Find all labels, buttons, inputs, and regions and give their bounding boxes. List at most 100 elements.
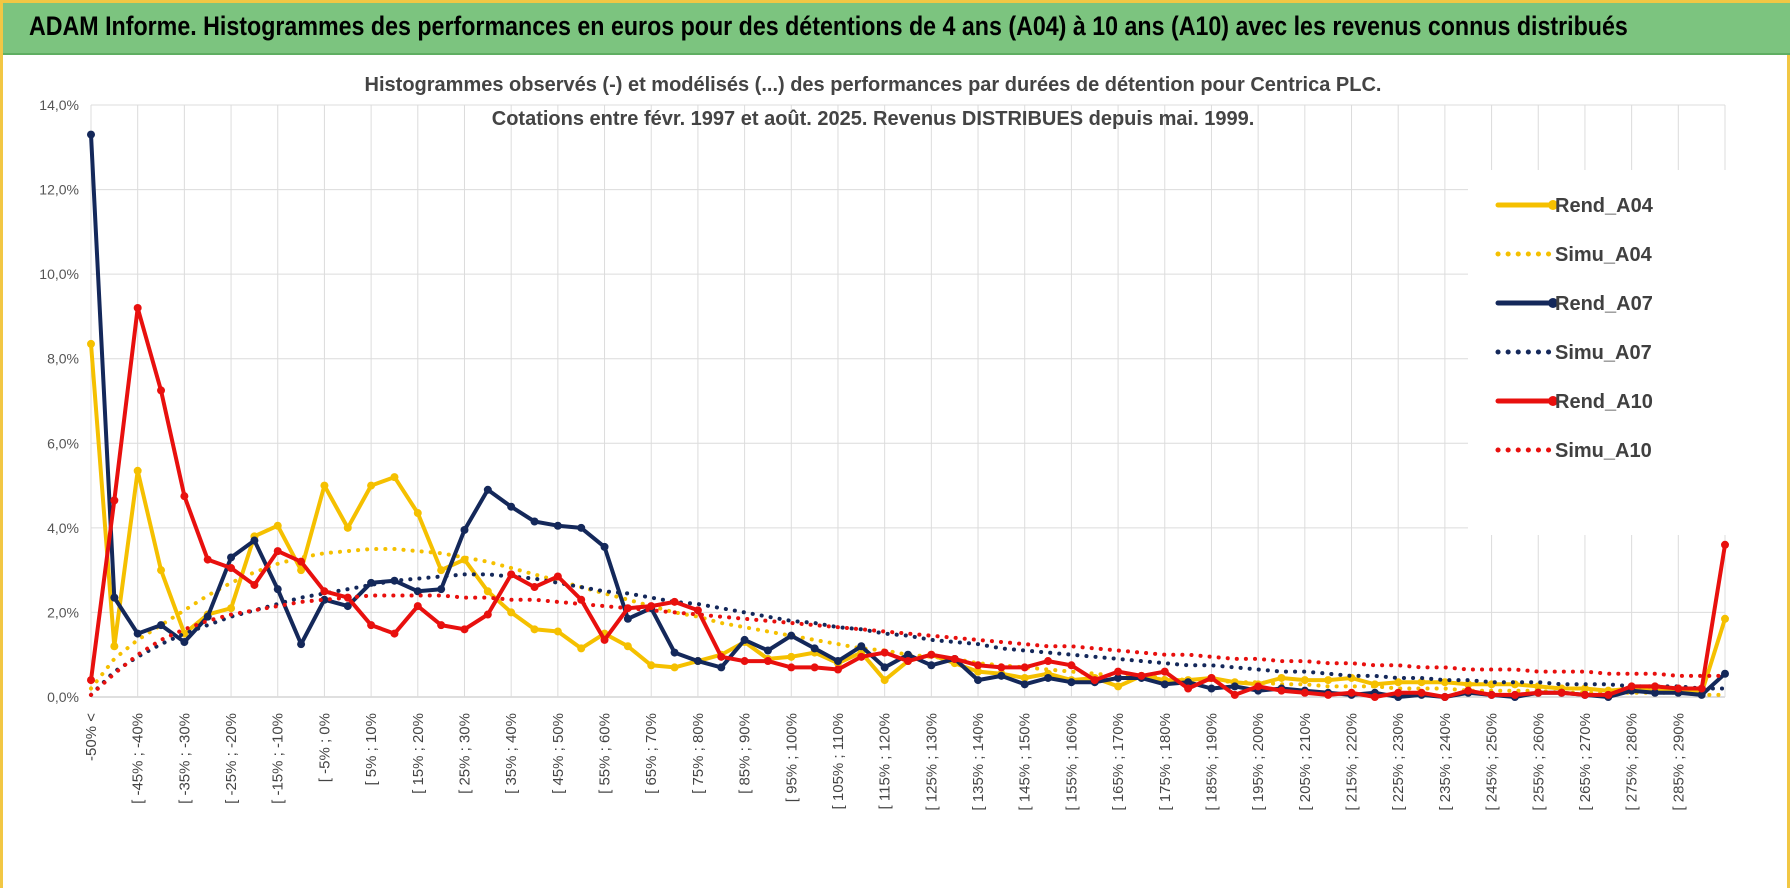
data-point	[717, 652, 726, 661]
data-point	[1020, 680, 1029, 689]
x-tick-label: [ 155% ; 160%	[1063, 713, 1080, 811]
legend-marker	[1548, 200, 1558, 210]
report-title: ADAM Informe. Histogrammes des performan…	[29, 11, 1628, 41]
legend-item-simu-a10[interactable]: Simu_A10	[1495, 440, 1652, 462]
data-point	[670, 648, 679, 657]
y-tick-label: 14,0%	[39, 97, 79, 113]
x-tick-label: [ 275% ; 280%	[1624, 713, 1641, 811]
data-point	[1067, 678, 1076, 687]
data-point	[717, 663, 726, 672]
data-point	[857, 642, 866, 651]
y-tick-label: 2,0%	[47, 604, 79, 620]
data-point	[1721, 614, 1729, 623]
data-point	[904, 650, 912, 659]
data-point	[343, 602, 352, 611]
legend-item-rend-a07[interactable]: Rend_A07	[1495, 293, 1653, 315]
x-tick-label: [ 285% ; 290%	[1670, 713, 1687, 811]
data-point	[927, 650, 936, 659]
data-point	[1160, 680, 1169, 689]
data-point	[87, 130, 95, 139]
data-point	[1394, 688, 1403, 697]
data-point	[1254, 682, 1263, 691]
data-point	[787, 652, 796, 661]
y-tick-label: 8,0%	[47, 351, 79, 367]
data-point	[273, 585, 282, 594]
data-point	[623, 642, 632, 651]
data-point	[810, 644, 819, 653]
data-point	[1440, 678, 1449, 687]
data-point	[437, 621, 446, 630]
data-point	[1300, 688, 1309, 697]
data-point	[1604, 690, 1613, 699]
legend-item-rend-a04[interactable]: Rend_A04	[1495, 195, 1654, 217]
data-point	[227, 553, 236, 562]
data-point	[530, 583, 539, 592]
data-point	[227, 604, 236, 613]
legend-item-rend-a10[interactable]: Rend_A10	[1495, 391, 1653, 413]
data-point	[1044, 673, 1053, 682]
data-point	[250, 580, 259, 589]
data-point	[763, 657, 772, 666]
data-point	[1464, 686, 1473, 695]
x-tick-label: -50% <	[83, 713, 100, 761]
x-tick-label: [ 245% ; 250%	[1484, 713, 1501, 811]
data-point	[787, 631, 796, 640]
x-tick-label: [ 55% ; 60%	[597, 713, 614, 794]
data-point	[1721, 540, 1729, 549]
data-point	[460, 625, 469, 634]
data-point	[553, 521, 562, 530]
data-point	[1114, 682, 1123, 691]
data-point	[553, 627, 562, 636]
x-tick-label: [ -15% ; -10%	[270, 713, 287, 804]
data-point	[1324, 676, 1333, 685]
data-point	[483, 485, 492, 494]
data-point	[367, 621, 376, 630]
data-point	[1277, 673, 1286, 682]
data-point	[413, 587, 422, 596]
legend[interactable]: Rend_A04 Simu_A04 Rend_A07 Simu_A07 Rend_A10…	[1495, 195, 1654, 462]
report-banner: ADAM Informe. Histogrammes des performan…	[3, 3, 1790, 55]
data-point	[413, 602, 422, 611]
data-point	[1370, 693, 1379, 701]
data-point	[507, 502, 516, 511]
data-point	[1090, 676, 1099, 685]
data-point	[320, 595, 329, 604]
x-tick-label: [ -25% ; -20%	[223, 713, 240, 804]
legend-label: Simu_A07	[1555, 342, 1652, 364]
data-point	[250, 536, 259, 545]
data-point	[227, 564, 236, 573]
x-tick-label: [ 25% ; 30%	[456, 713, 473, 794]
data-point	[904, 657, 912, 666]
x-tick-label: [ 95% ; 100%	[783, 713, 800, 802]
data-point	[1534, 682, 1543, 691]
data-point	[974, 676, 983, 685]
data-point	[1464, 680, 1473, 689]
data-point	[1534, 688, 1543, 697]
x-tick-label: [ 5% ; 10%	[363, 713, 380, 786]
data-point	[297, 566, 306, 575]
data-point	[110, 593, 119, 602]
data-point	[157, 386, 166, 395]
legend-item-simu-a07[interactable]: Simu_A07	[1495, 342, 1652, 364]
data-point	[1580, 684, 1589, 693]
data-point	[1324, 690, 1333, 699]
x-tick-label: [ 175% ; 180%	[1157, 713, 1174, 811]
data-point	[857, 652, 866, 661]
x-tick-label: [ 15% ; 20%	[410, 713, 427, 794]
x-tick-label: [ 235% ; 240%	[1437, 713, 1454, 811]
data-point	[157, 566, 166, 575]
data-point	[1417, 678, 1426, 687]
series-lines	[87, 130, 1729, 701]
data-point	[623, 614, 632, 623]
data-point	[133, 303, 142, 312]
x-tick-label: [ -45% ; -40%	[130, 713, 147, 804]
y-tick-label: 4,0%	[47, 520, 79, 536]
x-tick-label: [ 215% ; 220%	[1344, 713, 1361, 811]
data-point	[1417, 688, 1426, 697]
x-tick-label: [ 115% ; 120%	[877, 713, 894, 809]
chart-subtitle: Cotations entre févr. 1997 et août. 2025…	[492, 108, 1255, 130]
x-tick-label: [ 65% ; 70%	[643, 713, 660, 794]
legend-item-simu-a04[interactable]: Simu_A04	[1495, 244, 1653, 266]
data-point	[880, 648, 889, 657]
data-point	[133, 629, 142, 638]
